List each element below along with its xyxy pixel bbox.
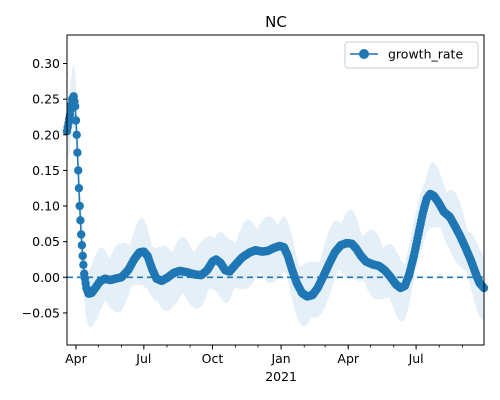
legend-marker-swatch	[359, 49, 369, 59]
y-tick-label: 0.00	[32, 270, 60, 285]
growth-rate-point	[74, 184, 84, 193]
growth-rate-point	[79, 260, 88, 269]
y-tick-label: −0.05	[22, 305, 60, 320]
growth-rate-point	[76, 216, 85, 225]
growth-rate-point	[77, 230, 86, 239]
x-tick-label: Jul	[135, 351, 151, 366]
axes: 0.30 0.25 0.20 0.15 0.10 0.05 0.00 −0.05 Apr Jul O…	[22, 34, 485, 384]
chart-title: NC	[265, 13, 287, 31]
legend-frame	[344, 41, 479, 69]
y-tick-label: 0.25	[32, 92, 60, 107]
x-tick-label: Oct	[202, 351, 224, 366]
legend-label: growth_rate	[388, 47, 463, 62]
growth-rate-point	[77, 241, 87, 250]
x-year-label: 2021	[265, 369, 297, 384]
y-tick-label: 0.30	[32, 56, 60, 71]
x-tick-label: Apr	[65, 351, 87, 366]
y-tick-label: 0.10	[32, 199, 60, 214]
axes-frame	[66, 34, 485, 346]
growth-rate-point	[73, 148, 82, 157]
growth-rate-point	[75, 201, 84, 211]
plot-area	[62, 64, 489, 328]
x-tick-label: Jan	[270, 351, 290, 366]
legend: growth_rate	[344, 41, 479, 69]
growth-rate-point	[74, 166, 83, 175]
x-tick-label: Apr	[337, 351, 359, 366]
y-tick-label: 0.15	[32, 163, 60, 178]
y-tick-label: 0.20	[32, 127, 60, 142]
growth-rate-point	[78, 251, 87, 261]
x-tick-label: Jul	[408, 351, 424, 366]
y-tick-label: 0.05	[32, 234, 60, 249]
confidence-band	[67, 64, 484, 328]
growth-rate-point	[72, 130, 81, 139]
growth-rate-point	[71, 102, 80, 111]
growth-rate-point	[71, 116, 81, 125]
